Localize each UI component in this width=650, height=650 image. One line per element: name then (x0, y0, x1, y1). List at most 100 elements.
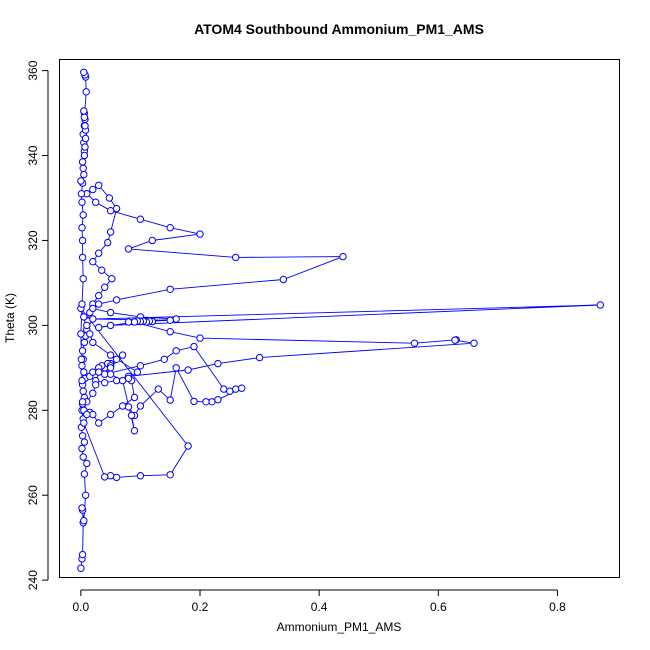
y-tick-label: 260 (26, 485, 40, 505)
data-point (83, 459, 91, 468)
data-point (108, 275, 116, 283)
data-point (92, 198, 100, 206)
data-point (101, 379, 109, 387)
data-point (130, 393, 139, 402)
data-point (130, 427, 139, 435)
data-point (89, 315, 97, 323)
data-point (78, 347, 87, 355)
data-point (77, 564, 85, 572)
data-point (80, 113, 89, 122)
data-point (77, 190, 86, 198)
data-point (184, 442, 192, 450)
y-axis: 240 260 280 300 320 340 360 (26, 60, 49, 590)
data-point (80, 313, 88, 321)
data-point (81, 143, 89, 151)
data-point (81, 134, 90, 143)
data-point (196, 334, 204, 342)
data-point (124, 245, 133, 253)
data-point (166, 316, 174, 324)
series-layer (77, 68, 604, 572)
data-point (255, 353, 264, 362)
data-point (184, 366, 192, 374)
data-point (79, 164, 87, 173)
data-point (81, 491, 90, 499)
x-axis: 0.0 0.2 0.4 0.6 0.8 (73, 589, 566, 614)
y-tick-label: 280 (26, 400, 40, 420)
data-point (190, 397, 198, 406)
data-point (106, 308, 115, 317)
data-point (112, 376, 121, 385)
data-point (89, 304, 97, 313)
data-point (112, 204, 121, 213)
data-point (78, 236, 87, 245)
data-point (136, 472, 145, 480)
data-point (470, 339, 478, 347)
data-point (166, 285, 174, 293)
data-point (78, 198, 86, 206)
data-point (80, 438, 89, 446)
data-point (78, 253, 87, 262)
y-tick-label: 300 (26, 315, 40, 335)
data-point (232, 385, 240, 393)
data-point (202, 398, 210, 406)
data-point (166, 224, 174, 232)
x-tick-label: 0.4 (311, 600, 328, 614)
data-point (78, 224, 86, 232)
data-point (95, 368, 103, 376)
data-point (79, 387, 87, 395)
data-point (166, 471, 174, 479)
data-point (80, 338, 89, 347)
data-point (124, 318, 133, 326)
data-point (95, 300, 103, 308)
data-point (101, 473, 109, 481)
data-point (106, 370, 115, 378)
data-point (89, 338, 97, 347)
data-point (106, 410, 115, 419)
data-point (81, 122, 89, 130)
data-point (190, 342, 198, 351)
data-point (78, 550, 87, 559)
data-point (80, 368, 88, 376)
data-point (89, 410, 97, 419)
data-point (101, 283, 109, 291)
data-point (127, 411, 136, 420)
data-point (82, 88, 90, 96)
data-point (106, 472, 115, 480)
data-point (172, 364, 180, 372)
data-point (77, 330, 85, 338)
y-tick-label: 240 (26, 570, 40, 590)
data-point (80, 68, 88, 77)
data-point (95, 181, 103, 190)
data-point (214, 359, 222, 368)
data-point (77, 177, 85, 185)
data-point (133, 368, 142, 376)
data-point (78, 362, 86, 370)
data-point (78, 158, 87, 166)
data-point (89, 258, 97, 266)
data-point (130, 318, 139, 326)
data-point (166, 328, 174, 336)
data-point (124, 374, 133, 383)
data-point (83, 321, 91, 330)
data-point (80, 151, 89, 160)
chart-title: ATOM4 Southbound Ammonium_PM1_AMS (194, 21, 484, 37)
data-point (80, 107, 88, 115)
data-point (78, 398, 87, 406)
x-tick-label: 0.6 (430, 600, 447, 614)
data-point (105, 194, 114, 202)
data-point (214, 396, 222, 404)
data-point (136, 215, 145, 223)
data-point (98, 266, 106, 274)
data-point (79, 453, 87, 461)
data-point (220, 385, 228, 393)
y-tick-label: 340 (26, 145, 40, 165)
data-point (596, 301, 604, 309)
data-point (89, 185, 97, 194)
x-tick-label: 0.8 (549, 600, 566, 614)
data-point (148, 236, 157, 245)
data-point (451, 336, 459, 344)
data-point (106, 351, 115, 359)
data-point (80, 419, 88, 427)
data-point (238, 384, 246, 392)
